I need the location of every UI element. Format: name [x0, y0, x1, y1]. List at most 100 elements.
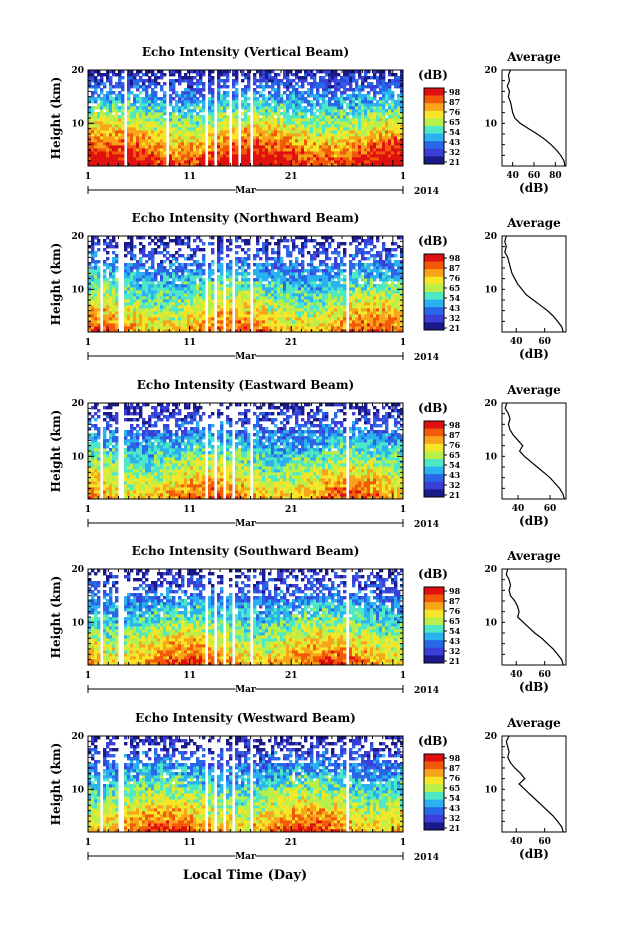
heatmap-cell — [148, 127, 152, 131]
heatmap-cell — [181, 76, 185, 80]
heatmap-cell — [148, 299, 152, 303]
heatmap-cell — [175, 109, 179, 113]
heatmap-cell — [193, 248, 197, 252]
heatmap-cell — [373, 115, 377, 119]
heatmap-cell — [313, 275, 317, 279]
heatmap-cell — [190, 263, 194, 267]
heatmap-cell — [322, 302, 326, 306]
heatmap-cell — [190, 97, 194, 101]
heatmap-cell — [199, 127, 203, 131]
heatmap-cell — [151, 266, 155, 270]
heatmap-cell — [265, 323, 269, 327]
heatmap-cell — [298, 290, 302, 294]
heatmap-cell — [325, 281, 329, 285]
heatmap-cell — [202, 248, 206, 252]
heatmap-cell — [130, 269, 134, 273]
heatmap-cell — [355, 70, 359, 74]
heatmap-cell — [265, 121, 269, 125]
heatmap-cell — [148, 133, 152, 137]
heatmap-cell — [319, 154, 323, 158]
heatmap-cell — [244, 148, 248, 152]
heatmap-cell — [340, 124, 344, 128]
heatmap-cell — [193, 320, 197, 324]
heatmap-cell — [91, 91, 95, 95]
heatmap-cell — [160, 242, 164, 246]
heatmap-cell — [337, 157, 341, 161]
heatmap-cell — [277, 329, 281, 333]
heatmap-cell — [184, 130, 188, 134]
heatmap-cell — [220, 136, 224, 140]
heatmap-cell — [169, 142, 173, 146]
heatmap-cell — [118, 73, 122, 77]
heatmap-cell — [148, 112, 152, 116]
heatmap-cell — [208, 323, 212, 327]
heatmap-cell — [283, 236, 287, 240]
heatmap-cell — [370, 145, 374, 149]
heatmap-cell — [268, 118, 272, 122]
heatmap-cell — [337, 266, 341, 270]
heatmap-cell — [175, 103, 179, 107]
heatmap-cell — [106, 257, 110, 261]
heatmap-cell — [193, 97, 197, 101]
heatmap-cell — [316, 127, 320, 131]
heatmap-cell — [373, 88, 377, 92]
heatmap-cell — [190, 88, 194, 92]
heatmap-cell — [166, 257, 170, 261]
heatmap-cell — [394, 157, 398, 161]
heatmap-cell — [124, 290, 128, 294]
heatmap-cell — [259, 94, 263, 98]
heatmap-cell — [313, 257, 317, 261]
heatmap-cell — [238, 266, 242, 270]
heatmap-cell — [160, 263, 164, 267]
heatmap-cell — [274, 284, 278, 288]
heatmap-cell — [226, 296, 230, 300]
heatmap-cell — [178, 293, 182, 297]
heatmap-cell — [112, 70, 116, 74]
heatmap-cell — [175, 130, 179, 134]
heatmap-cell — [94, 139, 98, 143]
heatmap-cell — [235, 257, 239, 261]
heatmap-cell — [112, 85, 116, 89]
heatmap-cell — [244, 308, 248, 312]
heatmap-cell — [130, 124, 134, 128]
heatmap-cell — [244, 272, 248, 276]
heatmap-cell — [208, 121, 212, 125]
heatmap-cell — [142, 266, 146, 270]
heatmap-cell — [196, 329, 200, 333]
heatmap-cell — [235, 145, 239, 149]
heatmap-cell — [226, 121, 230, 125]
heatmap-cell — [241, 148, 245, 152]
heatmap-cell — [346, 157, 350, 161]
heatmap-cell — [94, 254, 98, 258]
heatmap-cell — [166, 299, 170, 303]
heatmap-cell — [163, 151, 167, 155]
heatmap-cell — [295, 263, 299, 267]
heatmap-cell — [202, 281, 206, 285]
heatmap-cell — [310, 154, 314, 158]
heatmap-cell — [187, 109, 191, 113]
heatmap-cell — [238, 323, 242, 327]
heatmap-cell — [208, 112, 212, 116]
heatmap-cell — [235, 157, 239, 161]
heatmap-cell — [142, 133, 146, 137]
heatmap-cell — [160, 160, 164, 164]
heatmap-cell — [334, 100, 338, 104]
heatmap-cell — [328, 157, 332, 161]
heatmap-cell — [259, 130, 263, 134]
heatmap-cell — [253, 148, 257, 152]
heatmap-cell — [94, 320, 98, 324]
heatmap-cell — [103, 269, 107, 273]
heatmap-cell — [307, 82, 311, 86]
heatmap-cell — [310, 109, 314, 113]
heatmap-cell — [298, 154, 302, 158]
heatmap-cell — [322, 314, 326, 318]
heatmap-cell — [196, 130, 200, 134]
heatmap-cell — [223, 124, 227, 128]
heatmap-cell — [100, 157, 104, 161]
heatmap-cell — [118, 136, 122, 140]
heatmap-cell — [181, 142, 185, 146]
heatmap-cell — [235, 151, 239, 155]
heatmap-cell — [175, 299, 179, 303]
heatmap-cell — [319, 260, 323, 264]
heatmap-cell — [196, 314, 200, 318]
